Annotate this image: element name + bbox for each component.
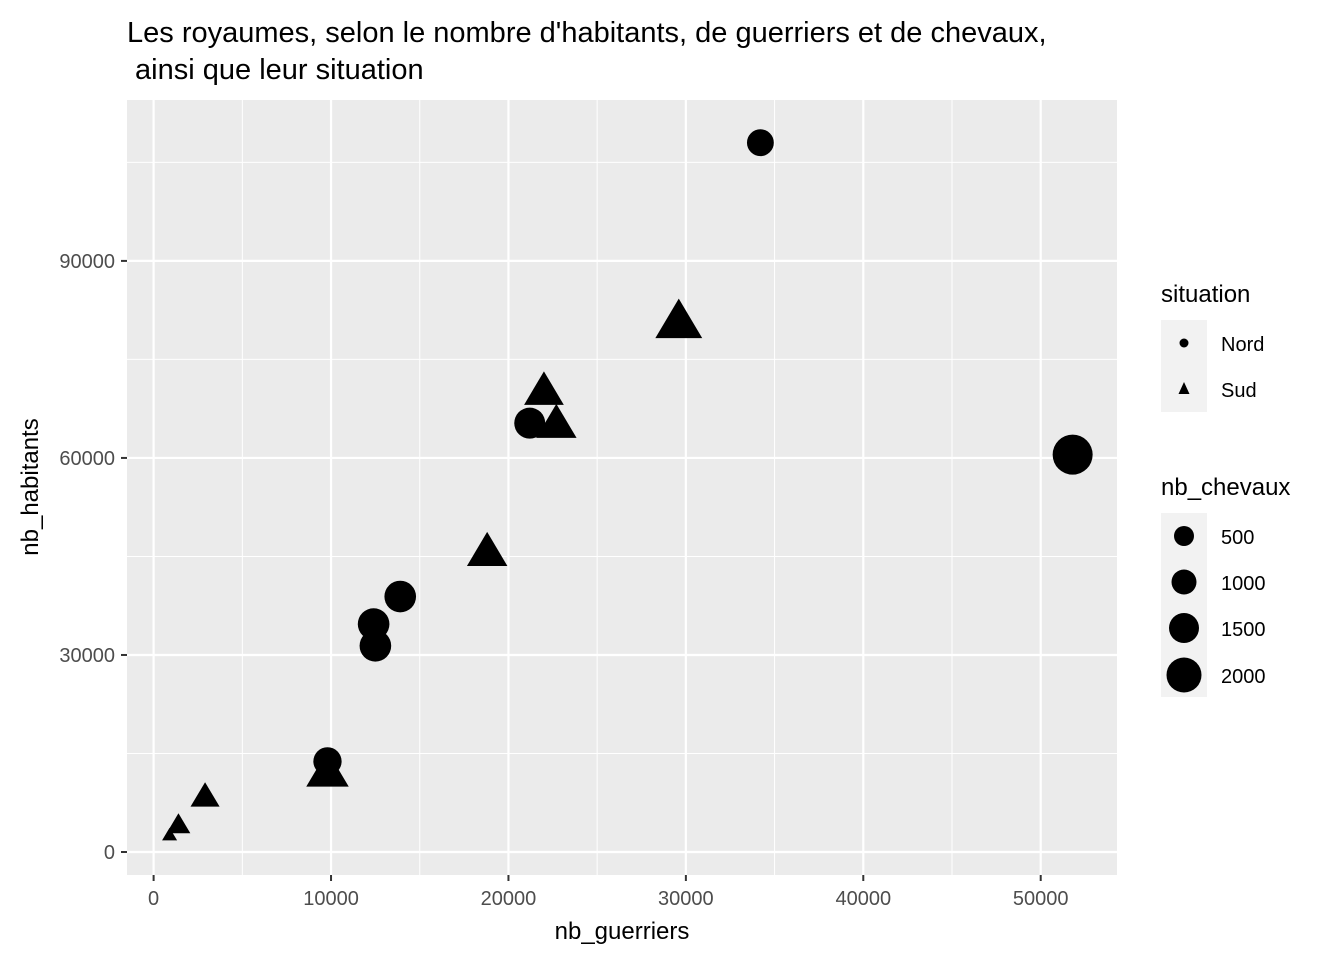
point-sud xyxy=(536,403,577,438)
legend-key-nord-circle xyxy=(1179,338,1189,348)
point-nord xyxy=(1052,434,1093,475)
chart-title-line-2: ainsi que leur situation xyxy=(127,54,424,86)
x-axis-label: nb_guerriers xyxy=(555,918,690,945)
x-tick-label: 30000 xyxy=(658,888,714,910)
y-tick-label: 0 xyxy=(104,842,115,864)
point-nord xyxy=(359,629,392,662)
legend-nb-chevaux: nb_chevaux 500 1000 1500 2000 xyxy=(1161,474,1290,697)
chart-title-line-1: Les royaumes, selon le nombre d'habitant… xyxy=(127,17,1047,49)
legend-key-500-circle xyxy=(1174,526,1194,546)
point-sud xyxy=(524,371,564,405)
y-tick-label: 90000 xyxy=(59,251,115,273)
point-nord xyxy=(514,407,546,439)
legend-label-500: 500 xyxy=(1221,527,1254,549)
legend-key-sud-triangle xyxy=(1178,382,1190,394)
x-tick-label: 50000 xyxy=(1013,888,1069,910)
legend-key-1500-circle xyxy=(1169,613,1199,643)
legend-label-2000: 2000 xyxy=(1221,666,1266,688)
legend-key-2000-circle xyxy=(1166,657,1202,693)
point-sud xyxy=(162,827,178,841)
y-tick-label: 30000 xyxy=(59,645,115,667)
grid-major xyxy=(127,100,1117,875)
y-tick-label: 60000 xyxy=(59,448,115,470)
x-tick-label: 10000 xyxy=(303,888,359,910)
legend-chevaux-title: nb_chevaux xyxy=(1161,474,1290,501)
x-tick-label: 40000 xyxy=(835,888,891,910)
point-nord xyxy=(384,580,417,613)
grid-minor xyxy=(127,100,1117,875)
y-axis-ticks: 0 30000 60000 90000 xyxy=(59,251,127,864)
data-points xyxy=(162,129,1093,841)
y-axis-label: nb_habitants xyxy=(17,418,44,555)
x-tick-label: 0 xyxy=(148,888,159,910)
legend-label-1000: 1000 xyxy=(1221,573,1266,595)
point-sud xyxy=(466,531,508,566)
point-sud xyxy=(306,750,349,787)
legend-situation-title: situation xyxy=(1161,281,1250,308)
legend-label-nord: Nord xyxy=(1221,334,1264,356)
plot-panel xyxy=(127,100,1117,875)
point-nord xyxy=(746,129,774,157)
legend-key-1000-circle xyxy=(1171,569,1197,595)
legend-label-1500: 1500 xyxy=(1221,619,1266,641)
point-sud xyxy=(166,813,191,834)
x-tick-label: 20000 xyxy=(481,888,537,910)
x-axis-ticks: 0 10000 20000 30000 40000 50000 xyxy=(148,875,1069,910)
legend-situation: situation Nord Sud xyxy=(1161,281,1264,412)
legend-label-sud: Sud xyxy=(1221,380,1257,402)
point-sud xyxy=(190,782,220,807)
point-sud xyxy=(655,298,703,339)
